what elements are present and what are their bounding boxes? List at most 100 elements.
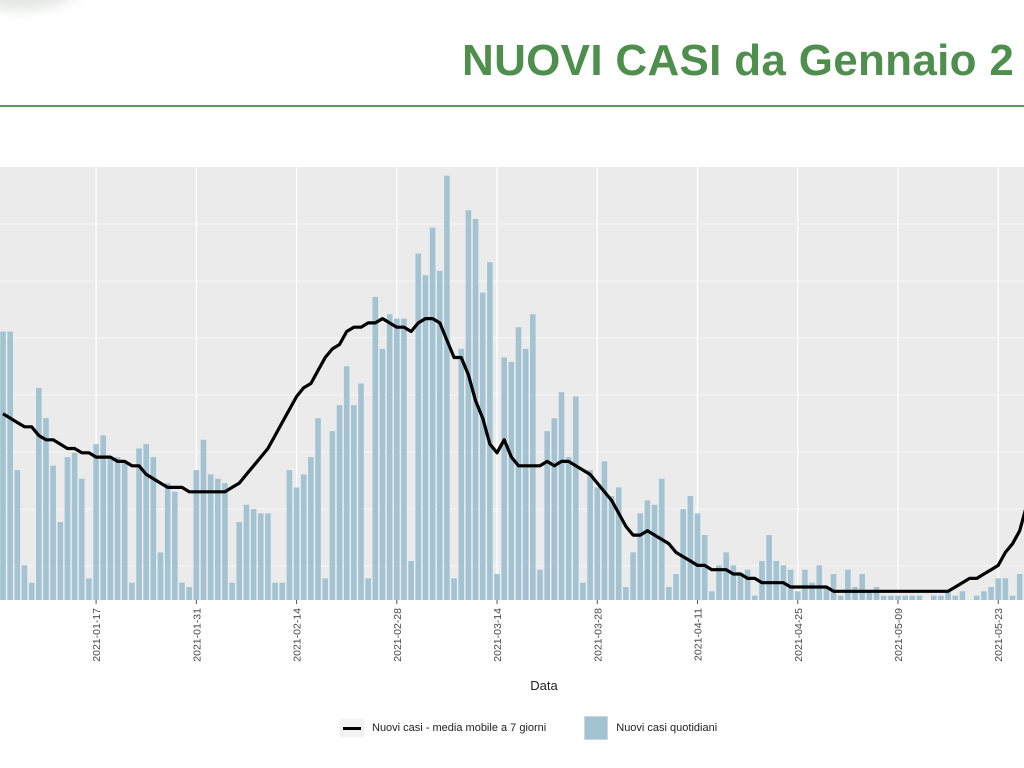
daily-cases-bar xyxy=(272,582,278,600)
daily-cases-bar xyxy=(837,595,844,600)
daily-cases-bar xyxy=(193,470,200,600)
daily-cases-bar xyxy=(172,491,178,600)
daily-cases-bar xyxy=(816,565,823,600)
daily-cases-bar xyxy=(766,535,772,600)
daily-cases-bar xyxy=(644,500,651,600)
daily-cases-bar xyxy=(522,348,529,600)
daily-cases-bar xyxy=(429,227,436,600)
daily-cases-bar xyxy=(229,582,235,600)
daily-cases-bar xyxy=(479,292,486,600)
daily-cases-bar xyxy=(308,457,314,600)
daily-cases-bar xyxy=(322,578,328,600)
daily-cases-bar xyxy=(830,574,837,600)
daily-cases-bar xyxy=(701,535,708,600)
daily-cases-bar xyxy=(880,595,887,600)
x-tick-label: 2021-01-31 xyxy=(191,608,203,662)
daily-cases-bar xyxy=(329,431,336,600)
x-tick-label: 2021-04-11 xyxy=(693,608,705,661)
daily-cases-bar xyxy=(143,444,149,600)
daily-cases-bar xyxy=(458,348,465,600)
daily-cases-bar xyxy=(737,574,744,600)
daily-cases-bar xyxy=(902,595,908,600)
daily-cases-bar xyxy=(694,513,701,600)
daily-cases-bar xyxy=(50,465,56,600)
daily-cases-bar xyxy=(666,587,672,600)
daily-cases-bar xyxy=(637,513,644,600)
daily-cases-bar xyxy=(630,552,636,600)
legend-line-swatch xyxy=(340,719,364,737)
daily-cases-bar xyxy=(859,574,865,600)
daily-cases-bar xyxy=(415,253,422,600)
daily-cases-bar xyxy=(121,461,128,600)
daily-cases-bar xyxy=(551,418,558,600)
legend-item-daily-cases: Nuovi casi quotidiani xyxy=(584,716,717,740)
daily-cases-bar xyxy=(265,513,271,600)
daily-cases-bar xyxy=(279,582,286,600)
daily-cases-bar xyxy=(78,478,85,600)
daily-cases-bar xyxy=(1009,595,1016,600)
daily-cases-bar xyxy=(594,487,601,600)
x-tick-label: 2021-05-23 xyxy=(993,608,1005,662)
daily-cases-bar xyxy=(222,483,228,600)
daily-cases-bar xyxy=(794,591,801,600)
daily-cases-bar xyxy=(744,569,751,600)
daily-cases-bar xyxy=(465,210,472,601)
daily-cases-bar xyxy=(988,587,994,600)
daily-cases-bar xyxy=(945,591,951,600)
x-axis-title: Data xyxy=(530,678,558,693)
daily-cases-bar xyxy=(150,457,157,600)
daily-cases-bar xyxy=(573,396,579,600)
daily-cases-bar xyxy=(315,418,321,600)
daily-cases-bar xyxy=(86,578,92,600)
daily-cases-bar xyxy=(981,591,987,600)
chart-legend: Nuovi casi - media mobile a 7 giorni Nuo… xyxy=(340,716,717,740)
daily-cases-bar xyxy=(472,218,479,600)
moving-average-line xyxy=(2,317,1024,593)
daily-cases-bar xyxy=(916,595,923,600)
x-axis-ticks: 2021-01-17 2021-01-31 2021-02-14 2021-02-28… xyxy=(91,600,1005,662)
daily-cases-bar xyxy=(136,448,142,600)
daily-cases-bar xyxy=(394,318,400,600)
daily-cases-bar xyxy=(608,496,615,600)
x-tick-label: 2021-01-17 xyxy=(91,608,103,662)
daily-cases-bar xyxy=(995,578,1002,600)
new-cases-chart: 2021-01-17 2021-01-31 2021-02-14 2021-02-28… xyxy=(0,167,1024,693)
daily-cases-bar xyxy=(358,383,364,600)
daily-cases-bar xyxy=(250,509,257,600)
daily-cases-bar xyxy=(909,595,916,600)
daily-cases-bar xyxy=(444,175,450,600)
daily-cases-bar xyxy=(852,587,858,600)
daily-cases-bar xyxy=(408,561,414,600)
daily-cases-bar xyxy=(565,457,572,600)
daily-cases-bar xyxy=(487,262,493,600)
daily-cases-bar xyxy=(451,578,457,600)
daily-cases-bar xyxy=(580,582,586,600)
daily-cases-bar xyxy=(651,504,658,600)
x-tick-label: 2021-03-14 xyxy=(492,608,504,662)
x-tick-label: 2021-02-14 xyxy=(292,608,304,662)
daily-cases-bar xyxy=(1016,574,1023,600)
daily-cases-bar xyxy=(57,522,64,600)
daily-cases-bar xyxy=(952,595,959,600)
daily-cases-bar xyxy=(873,587,880,600)
daily-cases-bar xyxy=(1002,578,1009,600)
daily-cases-bar xyxy=(959,591,966,600)
daily-cases-bar xyxy=(601,461,608,600)
daily-cases-bar xyxy=(436,270,443,600)
daily-cases-bar xyxy=(973,595,980,600)
daily-cases-bar xyxy=(257,513,264,600)
daily-cases-bar xyxy=(931,595,937,600)
daily-cases-bar xyxy=(7,331,13,600)
daily-cases-bars xyxy=(0,175,1023,601)
daily-cases-bar xyxy=(787,569,794,600)
daily-cases-bar xyxy=(236,522,243,600)
daily-cases-bar xyxy=(129,582,135,600)
daily-cases-bar xyxy=(501,357,507,600)
daily-cases-bar xyxy=(14,470,21,600)
daily-cases-bar xyxy=(401,318,407,600)
daily-cases-bar xyxy=(716,565,722,600)
daily-cases-bar xyxy=(809,582,815,600)
legend-item-moving-average: Nuovi casi - media mobile a 7 giorni xyxy=(340,719,546,737)
daily-cases-bar xyxy=(157,552,164,600)
corner-shadow xyxy=(0,0,80,10)
